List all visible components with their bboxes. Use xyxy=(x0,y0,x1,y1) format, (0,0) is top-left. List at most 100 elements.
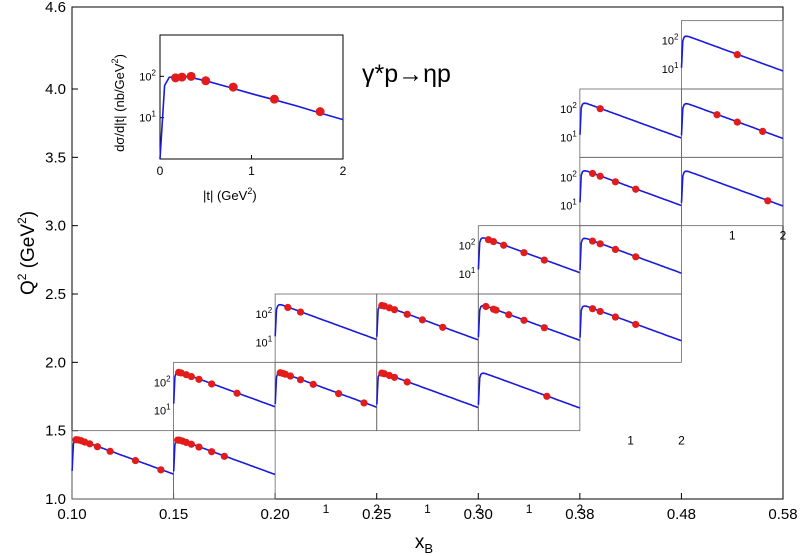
data-point xyxy=(588,237,597,245)
data-point xyxy=(157,466,165,474)
kinematic-panel xyxy=(172,430,276,500)
panel-frame xyxy=(579,156,682,227)
inset-data-point xyxy=(228,82,238,92)
inset-y-tick-exp: 2 xyxy=(152,68,157,77)
data-point xyxy=(596,307,604,316)
panel-y-tick-label: 101 xyxy=(459,266,476,281)
panel-frame xyxy=(376,293,479,363)
chart-title: γ*p→ηp xyxy=(362,60,451,88)
panel-y-tick-exp: 1 xyxy=(572,198,577,207)
panel-y-tick-label: 101 xyxy=(255,334,272,349)
data-point xyxy=(759,127,767,136)
panel-x-tick-label: 2 xyxy=(780,229,787,243)
kinematic-panel xyxy=(579,293,682,363)
kinematic-panel xyxy=(71,430,174,500)
inset-y-tick-label: 101 xyxy=(139,110,156,125)
data-point xyxy=(309,380,317,388)
panel-y-tick-exp: 2 xyxy=(572,101,577,110)
panel-x-tick-label: 2 xyxy=(475,502,482,516)
panel-y-tick-base: 10 xyxy=(560,201,572,213)
panel-frame xyxy=(274,293,378,363)
panel-x-tick-label: 1 xyxy=(729,229,736,243)
data-point xyxy=(611,313,620,321)
inset-model-curve xyxy=(159,75,344,160)
panel-y-tick-exp: 1 xyxy=(471,266,476,275)
inset-y-label: dσ/d|t| (nb/GeV2) xyxy=(110,54,127,152)
panel-frame xyxy=(681,20,784,90)
kinematic-panel xyxy=(172,361,276,432)
panel-frame xyxy=(579,88,682,158)
inset-x-tick-label: 1 xyxy=(248,164,255,178)
panel-frame xyxy=(477,293,581,363)
panel-y-tick-base: 10 xyxy=(662,64,674,76)
kinematic-panel xyxy=(477,361,581,432)
panel-y-tick-label: 102 xyxy=(255,306,272,321)
kinematic-panel xyxy=(477,293,581,363)
data-point xyxy=(296,308,305,316)
data-point xyxy=(482,302,490,311)
kinematic-panel xyxy=(274,361,378,432)
panel-frame xyxy=(579,293,682,363)
kinematic-panel xyxy=(579,88,682,158)
x-tick-label: 0.58 xyxy=(768,506,797,523)
panel-y-tick-label: 102 xyxy=(560,101,577,116)
inset-y-tick-exp: 1 xyxy=(152,110,157,119)
model-curve xyxy=(680,35,784,72)
data-point xyxy=(286,372,294,380)
panel-y-tick-base: 10 xyxy=(154,406,166,418)
inset-y-tick-base: 10 xyxy=(139,71,151,83)
panel-x-tick-label: 1 xyxy=(526,502,533,516)
panel-y-tick-base: 10 xyxy=(154,377,166,389)
panel-y-tick-base: 10 xyxy=(255,309,267,321)
y-tick-label: 4.0 xyxy=(45,81,66,98)
panel-y-tick-exp: 2 xyxy=(268,306,273,315)
panel-y-tick-label: 102 xyxy=(459,238,476,253)
inset-y-tick-label: 102 xyxy=(139,68,156,83)
inset-x-tick-label: 0 xyxy=(157,164,164,178)
panel-y-tick-exp: 1 xyxy=(674,61,679,70)
panel-y-tick-label: 101 xyxy=(560,129,577,144)
data-point xyxy=(540,256,548,264)
data-point xyxy=(611,245,620,253)
panel-frame xyxy=(681,156,784,227)
panel-y-tick-label: 101 xyxy=(560,198,577,213)
data-point xyxy=(390,373,399,381)
y-tick-label: 2.5 xyxy=(45,286,66,303)
inset-y-tick-base: 10 xyxy=(139,113,151,125)
inset-x-tick-label: 2 xyxy=(340,164,347,178)
x-tick-label: 0.15 xyxy=(159,506,188,523)
data-point xyxy=(106,447,114,455)
x-tick-label: 0.20 xyxy=(261,506,290,523)
data-point xyxy=(439,323,447,331)
model-curve xyxy=(579,169,682,207)
model-curve xyxy=(680,102,784,140)
data-point xyxy=(505,311,513,319)
inset-data-point xyxy=(201,76,211,86)
model-curve xyxy=(274,303,377,341)
panel-frame xyxy=(579,225,682,295)
panel-y-tick-exp: 1 xyxy=(268,334,273,343)
panel-y-tick-label: 102 xyxy=(560,169,577,184)
model-curve xyxy=(579,102,682,139)
data-point xyxy=(195,375,203,383)
inset-data-point xyxy=(315,107,325,117)
data-point xyxy=(492,306,500,314)
model-curve xyxy=(579,305,682,342)
panel-x-tick-label: 2 xyxy=(678,434,685,448)
y-tick-label: 1.0 xyxy=(45,491,66,508)
data-point xyxy=(596,105,604,113)
panel-y-tick-exp: 2 xyxy=(674,33,679,42)
model-curve xyxy=(477,372,581,409)
data-point xyxy=(520,316,528,324)
model-curve xyxy=(579,237,682,274)
x-tick-label: 0.38 xyxy=(565,506,594,523)
panel-y-tick-exp: 2 xyxy=(471,238,476,247)
data-point xyxy=(596,172,604,180)
data-point xyxy=(335,390,343,398)
panel-y-tick-exp: 2 xyxy=(572,169,577,178)
panel-frame xyxy=(477,361,581,432)
kinematic-panel xyxy=(680,88,784,158)
y-tick-label: 3.0 xyxy=(45,218,66,235)
